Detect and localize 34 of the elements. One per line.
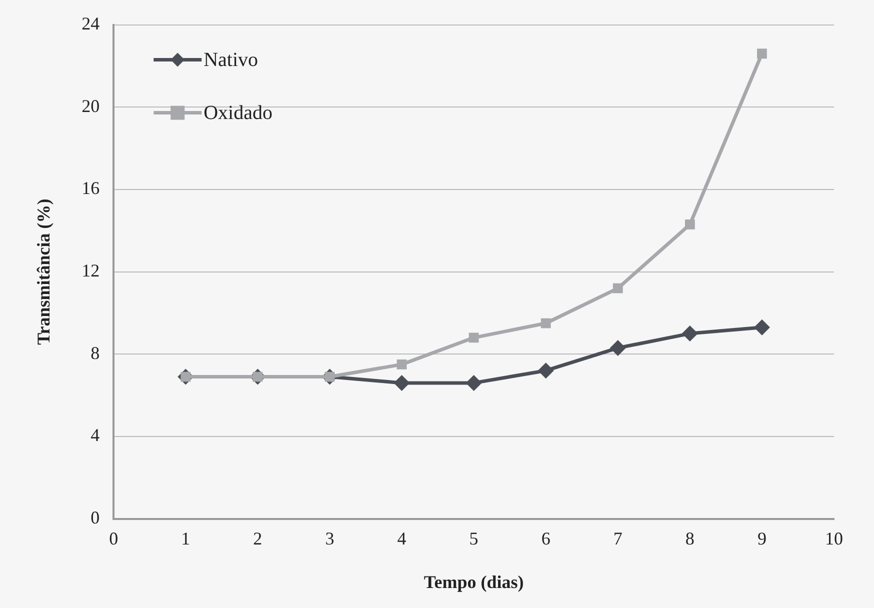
point [538, 362, 554, 379]
x-tick-label: 7 [613, 528, 622, 548]
y-tick-label: 24 [82, 14, 100, 34]
point [540, 318, 551, 328]
y-tick-label: 4 [90, 425, 100, 446]
y-tick-label: 8 [90, 342, 100, 363]
x-tick-label: 5 [469, 528, 478, 548]
point [754, 319, 770, 336]
x-tick-label: 2 [253, 528, 262, 548]
point [757, 48, 767, 59]
x-tick-label: 8 [685, 528, 694, 548]
y-tick-label: 12 [82, 260, 100, 281]
x-tick-label: 10 [825, 528, 843, 548]
point [394, 374, 410, 391]
y-tick-label: 16 [82, 178, 100, 198]
legend-label: Nativo [204, 49, 258, 72]
point [612, 283, 623, 294]
x-tick-label: 3 [325, 528, 334, 548]
x-tick-label: 9 [757, 528, 766, 548]
point [682, 326, 698, 342]
point [396, 359, 407, 370]
point [610, 340, 626, 356]
point [684, 220, 695, 230]
y-tick-label: 0 [90, 508, 100, 528]
x-tick-label: 1 [181, 528, 190, 548]
x-tick-label: 4 [397, 528, 406, 548]
point [468, 332, 479, 343]
x-tick-label: 0 [109, 528, 118, 548]
y-axis-title: Transmitância (%) [33, 198, 54, 345]
x-tick-label: 6 [541, 528, 550, 548]
y-tick-label: 20 [82, 96, 100, 116]
point [466, 374, 482, 391]
x-axis-title: Tempo (dias) [424, 572, 524, 592]
legend-label: Oxidado [204, 102, 272, 124]
